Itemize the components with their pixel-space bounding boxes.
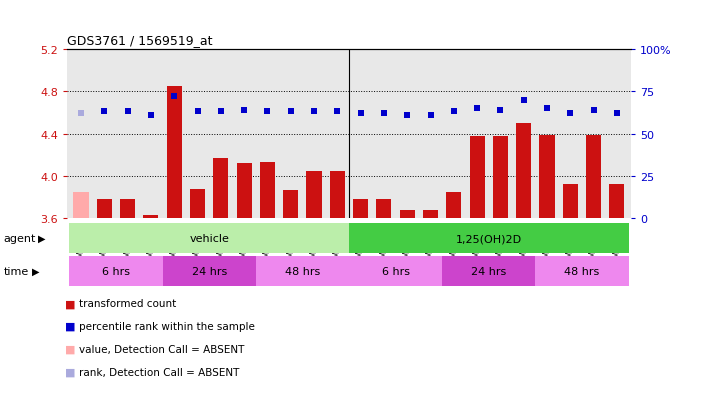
Text: 48 hrs: 48 hrs (285, 266, 320, 277)
Text: ▶: ▶ (37, 233, 45, 244)
Bar (236, 164, 252, 219)
Bar (213, 159, 229, 219)
Bar (167, 87, 182, 219)
Bar (516, 123, 531, 219)
Bar (349, 224, 629, 254)
Text: 1,25(OH)2D: 1,25(OH)2D (456, 233, 522, 244)
Text: value, Detection Call = ABSENT: value, Detection Call = ABSENT (79, 344, 244, 354)
Bar (539, 135, 554, 219)
Text: transformed count: transformed count (79, 299, 177, 309)
Text: ■: ■ (65, 299, 76, 309)
Bar (143, 216, 159, 219)
Text: percentile rank within the sample: percentile rank within the sample (79, 321, 255, 331)
Bar (190, 189, 205, 219)
Bar (283, 190, 298, 219)
Bar (376, 200, 392, 219)
Bar (69, 224, 349, 254)
Text: 24 hrs: 24 hrs (192, 266, 227, 277)
Text: ■: ■ (65, 367, 76, 377)
Bar (256, 257, 349, 287)
Text: ■: ■ (65, 344, 76, 354)
Bar (423, 211, 438, 219)
Bar (609, 185, 624, 219)
Bar (97, 200, 112, 219)
Bar (306, 171, 322, 219)
Bar (353, 200, 368, 219)
Bar (329, 171, 345, 219)
Bar (260, 163, 275, 219)
Bar (349, 257, 442, 287)
Text: agent: agent (4, 233, 36, 244)
Text: time: time (4, 266, 29, 277)
Bar (69, 257, 162, 287)
Bar (442, 257, 536, 287)
Text: rank, Detection Call = ABSENT: rank, Detection Call = ABSENT (79, 367, 239, 377)
Text: GDS3761 / 1569519_at: GDS3761 / 1569519_at (67, 34, 213, 47)
Bar (162, 257, 256, 287)
Text: 6 hrs: 6 hrs (102, 266, 130, 277)
Bar (493, 136, 508, 219)
Text: ■: ■ (65, 321, 76, 331)
Bar (399, 211, 415, 219)
Text: vehicle: vehicle (189, 233, 229, 244)
Bar (120, 200, 136, 219)
Bar (562, 185, 578, 219)
Text: 6 hrs: 6 hrs (381, 266, 410, 277)
Text: 48 hrs: 48 hrs (565, 266, 600, 277)
Bar (446, 192, 461, 219)
Text: ▶: ▶ (32, 266, 40, 277)
Bar (74, 192, 89, 219)
Bar (536, 257, 629, 287)
Bar (586, 135, 601, 219)
Text: 24 hrs: 24 hrs (471, 266, 506, 277)
Bar (469, 136, 485, 219)
